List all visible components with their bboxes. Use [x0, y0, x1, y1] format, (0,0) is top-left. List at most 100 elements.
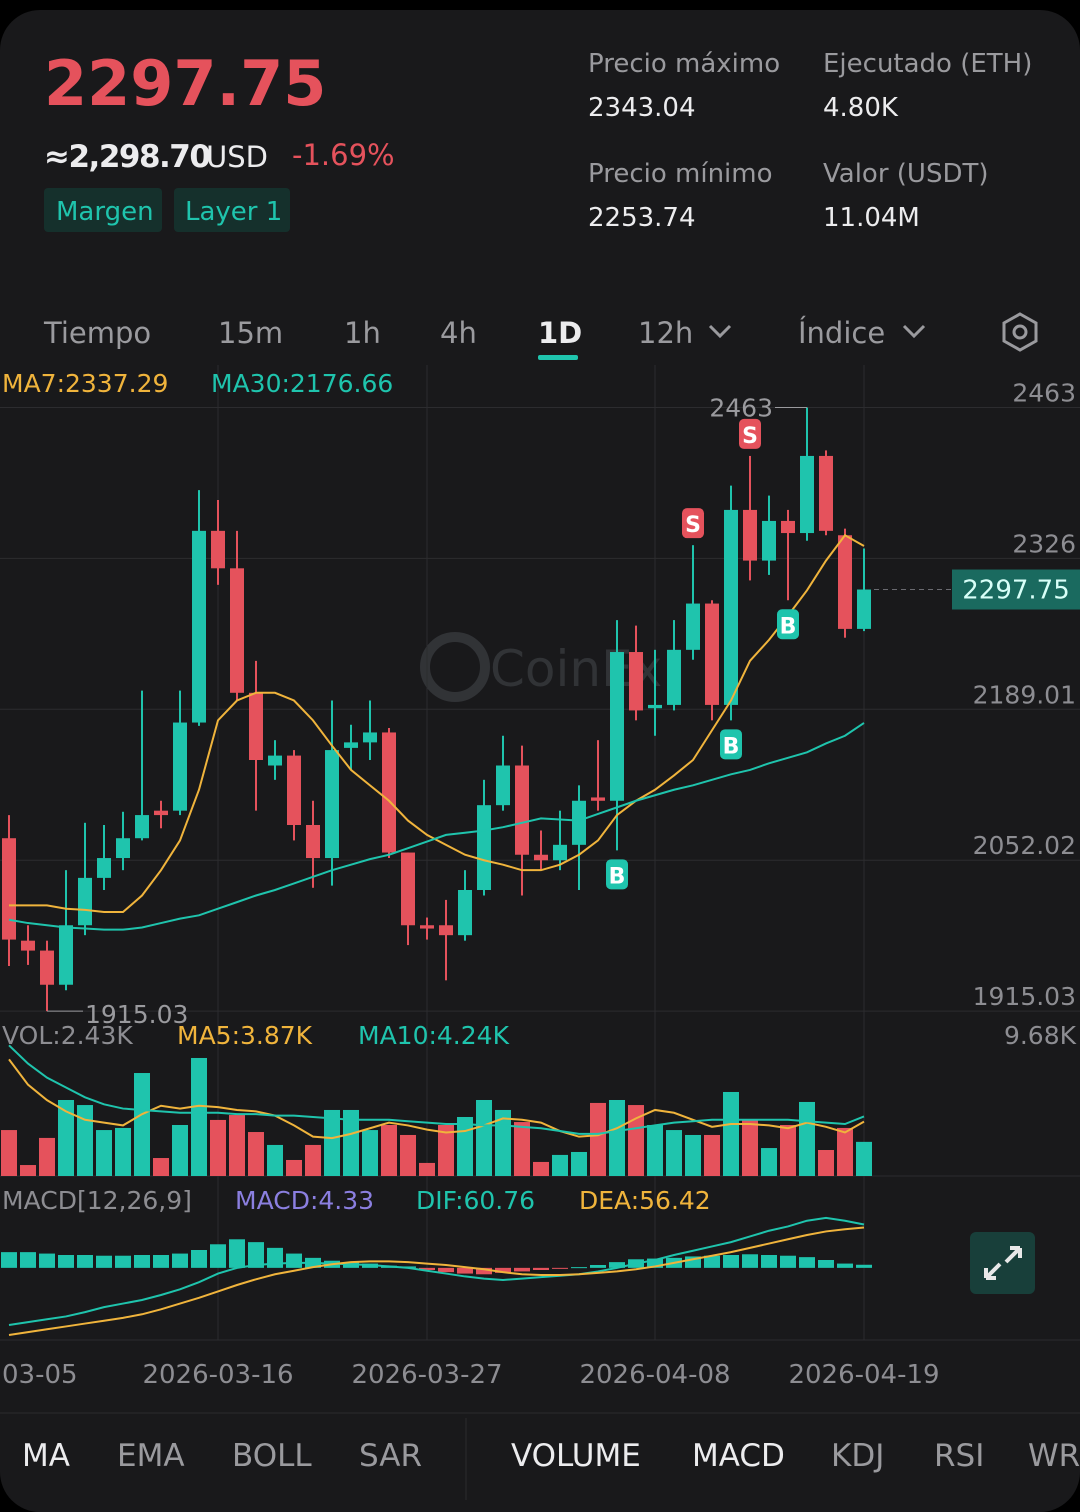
macd-bar: [780, 1255, 796, 1268]
candle-body: [724, 509, 738, 705]
min-label: 1915.03: [85, 1000, 188, 1029]
volume-bar: [666, 1130, 682, 1176]
candle-body: [439, 925, 453, 936]
macd-bar: [39, 1253, 55, 1268]
volume-bar: [476, 1099, 492, 1176]
volume-bar: [286, 1159, 302, 1176]
candle-body: [325, 750, 339, 859]
background: [0, 10, 1080, 1512]
volume-bar: [628, 1105, 644, 1176]
candle-body: [591, 797, 605, 801]
legend-label: VOL:2.43K: [2, 1021, 133, 1050]
macd-bar: [172, 1253, 188, 1268]
candle-body: [59, 925, 73, 985]
indicator-tab[interactable]: WR: [1028, 1438, 1080, 1474]
macd-bar: [248, 1242, 264, 1268]
indicator-tab[interactable]: MA: [22, 1438, 70, 1474]
macd-bar: [457, 1267, 473, 1274]
volume-bar: [856, 1141, 872, 1176]
candle-body: [230, 568, 244, 693]
candle-body: [40, 950, 54, 985]
indicator-tab[interactable]: EMA: [117, 1438, 185, 1474]
volume-bar: [704, 1134, 720, 1176]
volume-bar: [419, 1162, 435, 1176]
volume-bar: [381, 1125, 397, 1176]
x-tick-label: 03-05: [2, 1360, 78, 1390]
candle-body: [648, 704, 662, 709]
macd-bar: [229, 1239, 245, 1268]
last-price: 2297.75: [44, 47, 326, 120]
candle-body: [211, 530, 225, 569]
legend-label: MA7:2337.29: [2, 369, 168, 398]
x-tick-label: 2026-03-16: [142, 1360, 293, 1390]
tab[interactable]: Índice: [798, 316, 885, 350]
macd-bar: [495, 1267, 511, 1273]
candle-body: [192, 530, 206, 723]
volume-bar: [609, 1099, 625, 1176]
candle-body: [401, 852, 415, 926]
tab[interactable]: 12h: [638, 316, 693, 350]
volume-bar: [153, 1158, 169, 1176]
indicator-tab[interactable]: BOLL: [232, 1438, 312, 1474]
volume-ma-line: [8, 1044, 865, 1135]
volume-bar: [533, 1161, 549, 1176]
volume-bar: [39, 1137, 55, 1176]
volume-bar: [20, 1165, 36, 1176]
volume-bar: [267, 1144, 283, 1176]
tag-bg: [174, 188, 290, 232]
settings-icon[interactable]: [1002, 312, 1038, 352]
candle-body: [2, 838, 16, 940]
candle-body: [306, 825, 320, 859]
y-tick-label: 2326: [1012, 529, 1076, 558]
candle-body: [553, 844, 567, 861]
indicator-tab[interactable]: VOLUME: [511, 1438, 641, 1474]
indicator-tab[interactable]: RSI: [934, 1438, 984, 1474]
tab[interactable]: 4h: [440, 316, 477, 350]
volume-bar: [742, 1119, 758, 1176]
candle-body: [173, 722, 187, 811]
tab[interactable]: 1h: [344, 316, 381, 350]
volume-bar: [837, 1127, 853, 1176]
y-tick-label: 1915.03: [973, 982, 1076, 1011]
signal-label: S: [742, 424, 758, 449]
tab[interactable]: Tiempo: [43, 316, 151, 350]
macd-bar: [115, 1255, 131, 1268]
macd-line: [8, 1216, 865, 1326]
volume-bar: [514, 1122, 530, 1176]
currency: USD: [206, 140, 268, 174]
volume-bar: [210, 1119, 226, 1176]
x-tick-label: 2026-04-08: [579, 1360, 730, 1390]
indicator-tab[interactable]: MACD: [692, 1438, 785, 1474]
macd-bar: [837, 1263, 853, 1268]
tag[interactable]: Layer 1: [185, 197, 282, 227]
signal-badge: [777, 609, 799, 640]
macd-line: [8, 1226, 865, 1336]
volume-bar: [134, 1073, 150, 1176]
macd-bar: [761, 1255, 777, 1268]
signal-label: B: [609, 864, 626, 889]
volume-bar: [305, 1144, 321, 1176]
candle-body: [572, 800, 586, 845]
signal-label: B: [723, 734, 740, 759]
volume-bar: [761, 1148, 777, 1176]
indicator-tab[interactable]: SAR: [359, 1438, 422, 1474]
candle-body: [496, 765, 510, 806]
tag[interactable]: Margen: [56, 197, 154, 227]
stat-label: Valor (USDT): [823, 159, 989, 189]
macd-bar: [742, 1254, 758, 1268]
candle-body: [420, 925, 434, 929]
volume-bar: [362, 1130, 378, 1176]
indicator-tab[interactable]: KDJ: [831, 1438, 884, 1474]
macd-bar: [134, 1255, 150, 1268]
y-tick-label: 2189.01: [973, 680, 1076, 709]
tab[interactable]: 15m: [218, 316, 283, 350]
macd-bar: [419, 1267, 435, 1270]
candle-body: [21, 940, 35, 951]
volume-bar: [438, 1125, 454, 1176]
stat-label: Ejecutado (ETH): [823, 49, 1032, 79]
volume-bar: [590, 1102, 606, 1176]
expand-button[interactable]: [970, 1232, 1035, 1294]
volume-bar: [77, 1105, 93, 1176]
tab-active[interactable]: 1D: [538, 316, 582, 350]
